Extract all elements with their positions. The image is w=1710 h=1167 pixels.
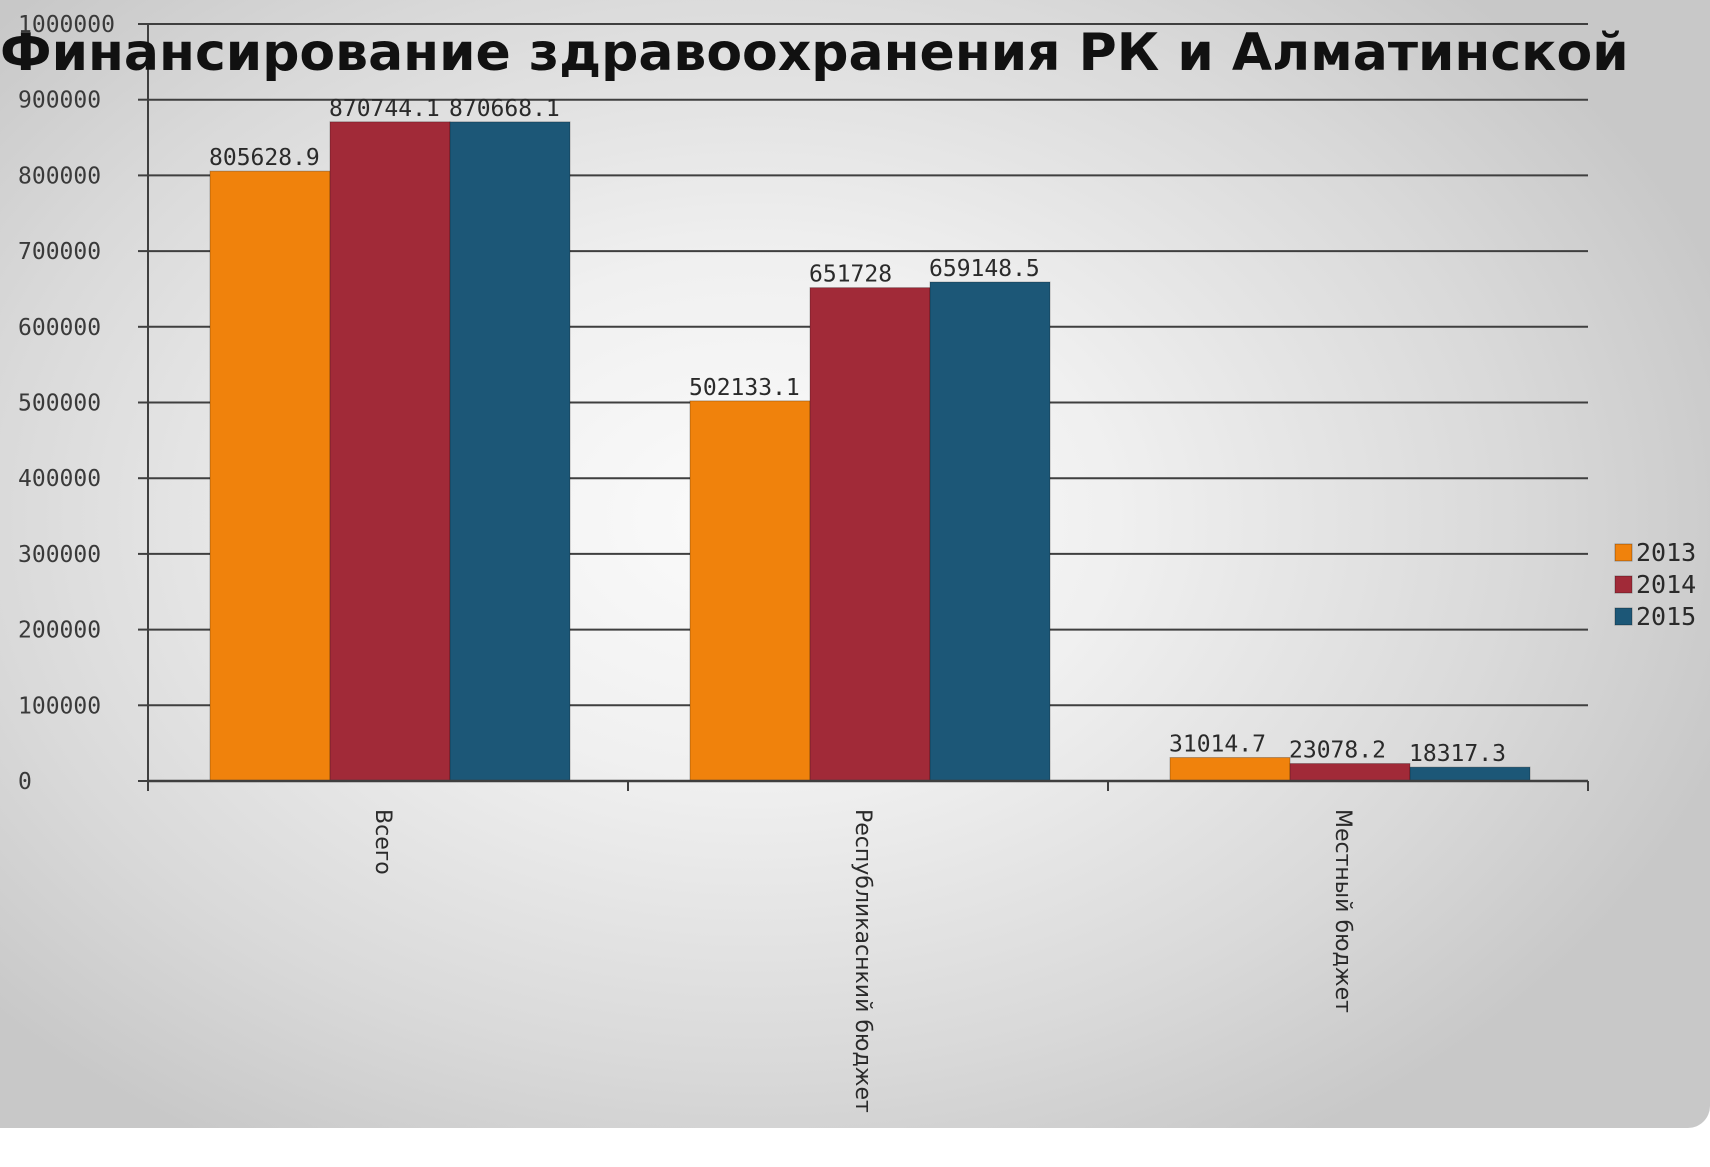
legend-label-2013: 2013 — [1636, 538, 1696, 567]
data-label: 502133.1 — [689, 375, 800, 401]
legend-label-2014: 2014 — [1636, 570, 1696, 599]
legend-label-2015: 2015 — [1636, 602, 1696, 631]
data-label: 18317.3 — [1409, 741, 1506, 767]
y-tick-label: 600000 — [18, 315, 101, 341]
data-labels: 805628.9 870744.1 870668.1 502133.1 651728 65… — [209, 96, 1506, 767]
axes — [138, 23, 1589, 791]
data-label: 870744.1 — [329, 96, 440, 122]
bar-2015-3 — [1409, 766, 1531, 782]
y-tick-label: 0 — [18, 769, 32, 795]
legend-swatch-2014 — [1614, 575, 1633, 594]
y-tick-label: 300000 — [18, 542, 101, 568]
bar-2013-3 — [1169, 757, 1291, 782]
data-label: 870668.1 — [449, 96, 560, 122]
bar-2014-2 — [809, 287, 931, 782]
category-label: Всего — [370, 809, 395, 875]
y-tick-label: 900000 — [18, 88, 101, 114]
data-label: 31014.7 — [1169, 732, 1266, 758]
y-tick-label: 1000000 — [18, 12, 115, 38]
legend-swatch-2015 — [1614, 607, 1633, 626]
category-label: Республикаснкий бюджет — [850, 809, 875, 1113]
bar-2013-1 — [209, 170, 331, 782]
y-tick-label: 100000 — [18, 693, 101, 719]
y-tick-label: 200000 — [18, 618, 101, 644]
bars — [209, 121, 1531, 782]
y-axis-tick-labels: 0 100000 200000 300000 400000 500000 600000 700… — [18, 12, 115, 795]
bar-2014-3 — [1289, 763, 1411, 782]
bar-2014-1 — [329, 121, 451, 782]
x-axis-category-labels: Всего Республикаснкий бюджет Местный бюдже… — [370, 809, 1355, 1113]
legend: 2013 2014 2015 — [1614, 538, 1696, 631]
chart-title: Финансирование здравоохранения РК и Алма… — [0, 23, 1629, 83]
data-label: 23078.2 — [1289, 738, 1386, 764]
y-tick-label: 800000 — [18, 163, 101, 189]
bar-2015-1 — [449, 121, 571, 782]
y-tick-label: 700000 — [18, 239, 101, 265]
category-label: Местный бюджет — [1330, 809, 1355, 1013]
data-label: 805628.9 — [209, 145, 320, 171]
data-label: 659148.5 — [929, 256, 1040, 282]
legend-swatch-2013 — [1614, 543, 1633, 562]
y-tick-label: 500000 — [18, 391, 101, 417]
bar-2013-2 — [689, 400, 811, 782]
bar-2015-2 — [929, 281, 1051, 782]
data-label: 651728 — [809, 262, 892, 288]
y-tick-label: 400000 — [18, 466, 101, 492]
